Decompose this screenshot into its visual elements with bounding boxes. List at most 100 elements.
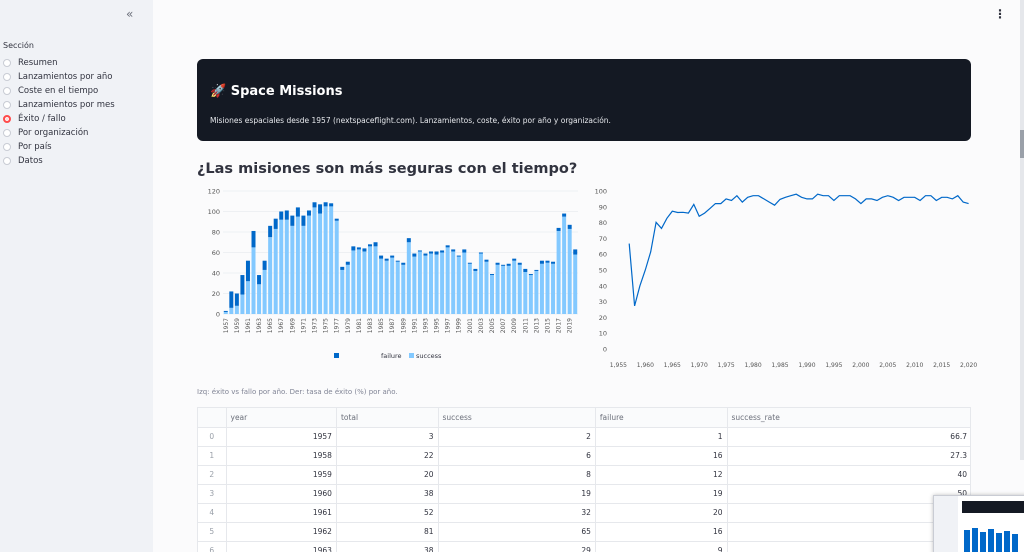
page-preview-thumbnail[interactable] <box>933 495 1024 552</box>
radio-icon[interactable] <box>3 143 11 151</box>
bar-success <box>467 263 472 314</box>
column-header[interactable]: success_rate <box>727 408 970 428</box>
bar-success <box>512 260 517 314</box>
bar-failure <box>384 258 389 261</box>
scrollbar-track[interactable] <box>1020 0 1024 460</box>
bar-failure <box>440 250 445 253</box>
line-chart-svg: 0 10 20 30 40 50 60 70 80 90 100 1,955 1,960 1,965 1,9… <box>595 188 978 370</box>
x-tick-label: 1967 <box>278 318 285 333</box>
nav-option-label: Datos <box>18 156 43 166</box>
table-row[interactable]: 0 1957 3 2 1 66.7 <box>198 427 970 447</box>
table-cell: 50 <box>727 484 970 504</box>
y-tick-label: 100 <box>595 188 607 196</box>
section-radio-group: Resumen Lanzamientos por año Coste en el t… <box>3 56 115 168</box>
x-tick-label: 1989 <box>400 318 407 333</box>
table-cell: 1 <box>595 427 728 447</box>
radio-icon[interactable] <box>3 59 11 67</box>
y-tick-label: 60 <box>599 251 607 259</box>
x-tick-label: 1993 <box>422 318 429 333</box>
y-tick-label: 10 <box>599 330 607 338</box>
success-rate-line-chart: 0 10 20 30 40 50 60 70 80 90 100 1,955 1,960 1,965 1,9… <box>593 184 978 374</box>
nav-option[interactable]: Resumen <box>3 56 115 70</box>
bar-success <box>573 254 578 314</box>
bar-success <box>362 251 367 314</box>
column-header[interactable]: total <box>336 408 439 428</box>
success-rate-line <box>628 193 969 307</box>
table-row[interactable]: 3 1960 38 19 19 50 <box>198 484 970 504</box>
nav-option[interactable]: Por país <box>3 140 115 154</box>
nav-option[interactable]: Lanzamientos por año <box>3 70 115 84</box>
bar-success <box>495 264 500 314</box>
radio-icon[interactable] <box>3 87 11 95</box>
bar-failure <box>240 275 245 295</box>
table-row[interactable]: 1 1958 22 6 16 27.3 <box>198 446 970 466</box>
column-header[interactable]: success <box>438 408 596 428</box>
bar-failure <box>323 202 328 207</box>
row-index: 6 <box>198 541 227 552</box>
bar-failure <box>395 260 400 262</box>
column-header[interactable]: failure <box>595 408 728 428</box>
table-row[interactable]: 5 1962 81 65 16 <box>198 522 970 542</box>
x-tick-label: 1985 <box>378 318 385 333</box>
x-tick-label: 2013 <box>533 318 540 333</box>
x-tick-label: 1987 <box>389 318 396 333</box>
x-tick-label: 1981 <box>356 318 363 333</box>
bar-failure <box>423 253 428 256</box>
table-cell: 22 <box>336 446 439 466</box>
x-tick-label: 1977 <box>334 318 341 333</box>
collapse-sidebar-icon[interactable]: « <box>126 7 134 21</box>
data-table[interactable]: year total success failure success_rate 0 195… <box>197 407 971 552</box>
scrollbar-thumb[interactable] <box>1020 130 1024 158</box>
y-tick-label: 20 <box>599 314 607 322</box>
table-cell: 16 <box>595 522 728 542</box>
header-banner: 🚀 Space Missions Misiones espaciales des… <box>197 59 971 141</box>
table-row[interactable]: 6 1963 38 29 9 <box>198 541 970 552</box>
bar-failure <box>245 260 250 282</box>
table-cell: 1960 <box>226 484 337 504</box>
table-cell <box>727 541 970 552</box>
nav-option[interactable]: Éxito / fallo <box>3 112 115 126</box>
y-tick-label: 70 <box>599 235 607 243</box>
x-tick-label: 1965 <box>267 318 274 333</box>
bar-success <box>384 260 389 314</box>
chart-caption: Izq: éxito vs fallo por año. Der: tasa d… <box>197 388 398 396</box>
x-tick-label: 2,010 <box>906 362 923 369</box>
bar-success <box>290 225 295 314</box>
table-row[interactable]: 2 1959 20 8 12 40 <box>198 465 970 485</box>
x-tick-label: 2,015 <box>933 362 950 369</box>
nav-option-label: Éxito / fallo <box>18 114 66 124</box>
table-cell: 6 <box>438 446 596 466</box>
row-index: 4 <box>198 503 227 523</box>
y-tick-label: 40 <box>599 282 607 290</box>
x-tick-label: 2015 <box>544 318 551 333</box>
nav-option-label: Resumen <box>18 58 58 68</box>
x-tick-label: 1,970 <box>691 362 708 369</box>
table-cell: 1961 <box>226 503 337 523</box>
main-menu-icon[interactable]: ⋮ <box>994 7 1006 21</box>
row-index: 0 <box>198 427 227 447</box>
nav-option[interactable]: Lanzamientos por mes <box>3 98 115 112</box>
table-cell: 66.7 <box>727 427 970 447</box>
bar-failure <box>451 249 456 252</box>
table-cell: 20 <box>336 465 439 485</box>
table-row[interactable]: 4 1961 52 32 20 <box>198 503 970 523</box>
bar-failure <box>545 260 550 263</box>
bar-failure <box>284 210 289 220</box>
radio-icon[interactable] <box>3 73 11 81</box>
nav-option[interactable]: Datos <box>3 154 115 168</box>
nav-option[interactable]: Coste en el tiempo <box>3 84 115 98</box>
nav-option[interactable]: Por organización <box>3 126 115 140</box>
bar-success <box>490 275 495 314</box>
radio-icon[interactable] <box>3 157 11 165</box>
y-tick-label: 30 <box>599 298 607 306</box>
column-header[interactable]: year <box>226 408 337 428</box>
nav-option-label: Por organización <box>18 128 89 138</box>
radio-icon[interactable] <box>3 115 11 123</box>
table-cell: 1959 <box>226 465 337 485</box>
radio-icon[interactable] <box>3 129 11 137</box>
column-header[interactable] <box>198 408 227 428</box>
thumbnail-sidebar <box>934 496 958 552</box>
bar-success <box>551 263 556 314</box>
radio-icon[interactable] <box>3 101 11 109</box>
row-index: 1 <box>198 446 227 466</box>
